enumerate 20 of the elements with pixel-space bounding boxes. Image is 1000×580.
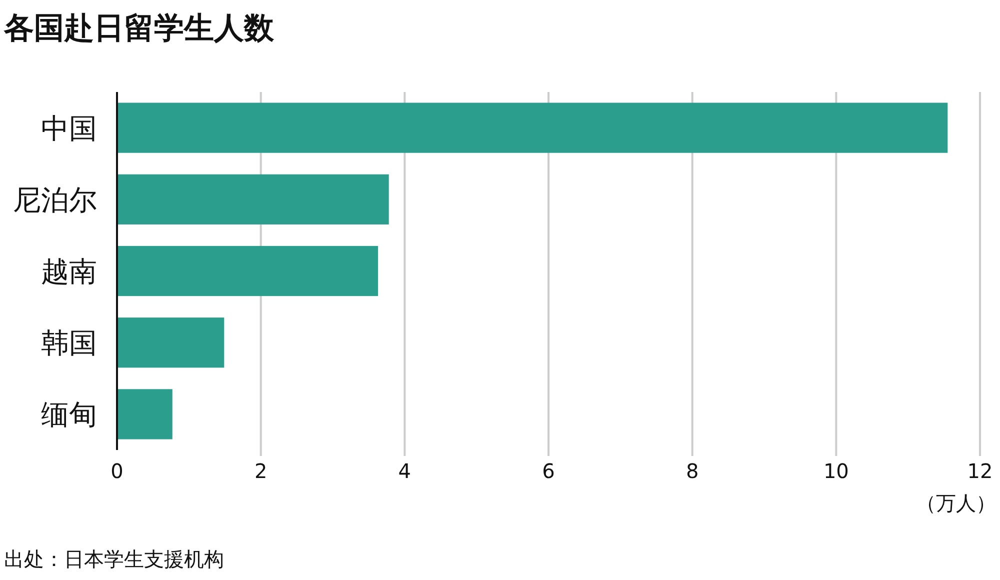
bar [117, 246, 378, 296]
x-tick-label: 6 [542, 459, 555, 483]
bar [117, 318, 224, 368]
x-axis-title: （万人） [916, 491, 996, 515]
y-tick-label: 中国 [41, 112, 97, 145]
chart-title: 各国赴日留学生人数 [3, 11, 275, 46]
x-tick-label: 2 [254, 459, 268, 483]
x-tick-label: 8 [686, 459, 699, 483]
x-tick-label: 12 [967, 459, 993, 483]
bar [117, 174, 389, 224]
bar [117, 102, 948, 153]
y-tick-label: 韩国 [41, 326, 97, 360]
y-tick-label: 缅甸 [41, 398, 97, 432]
y-tick-label: 尼泊尔 [13, 183, 97, 216]
x-tick-label: 10 [823, 459, 849, 483]
x-tick-label: 4 [398, 459, 412, 483]
y-tick-label: 越南 [41, 255, 97, 288]
text: 出处：日本学生支援机构 [4, 547, 224, 571]
x-tick-label: 0 [110, 459, 124, 483]
bar [117, 389, 172, 440]
